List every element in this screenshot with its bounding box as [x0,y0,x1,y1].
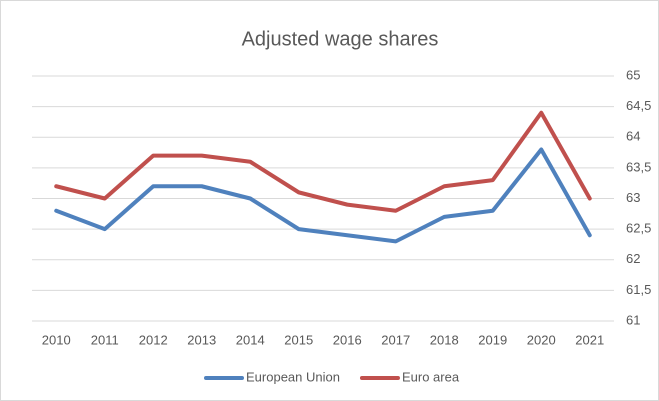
x-tick-label: 2014 [236,332,265,347]
y-tick-label: 64 [626,129,640,144]
legend-label: European Union [246,369,340,384]
x-tick-label: 2021 [575,332,604,347]
series-line [54,147,592,244]
y-tick-label: 64,5 [626,98,651,113]
x-tick-label: 2011 [91,332,119,347]
x-tick-label: 2020 [527,332,556,347]
y-tick-label: 63 [626,190,640,205]
x-tick-label: 2012 [139,332,168,347]
x-tick-label: 2015 [284,332,313,347]
x-tick-label: 2017 [381,332,410,347]
y-tick-label: 62 [626,251,640,266]
x-tick-label: 2013 [187,332,216,347]
x-tick-label: 2016 [333,332,362,347]
legend-label: Euro area [402,369,460,384]
y-tick-label: 62,5 [626,221,651,236]
chart-title: Adjusted wage shares [242,28,439,50]
x-tick-label: 2010 [42,332,71,347]
y-tick-label: 61 [626,312,640,327]
x-tick-label: 2019 [478,332,507,347]
y-tick-label: 65 [626,67,640,82]
series-line [54,110,592,213]
x-tick-label: 2018 [430,332,459,347]
y-tick-label: 63,5 [626,159,651,174]
y-tick-label: 61,5 [626,282,651,297]
